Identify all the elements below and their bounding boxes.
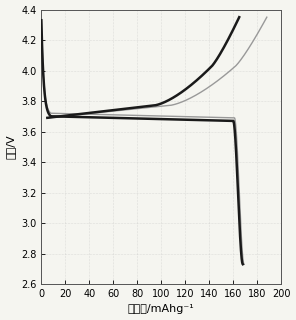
X-axis label: 比容量/mAhg⁻¹: 比容量/mAhg⁻¹ <box>128 304 195 315</box>
Y-axis label: 电压/V: 电压/V <box>6 134 16 159</box>
